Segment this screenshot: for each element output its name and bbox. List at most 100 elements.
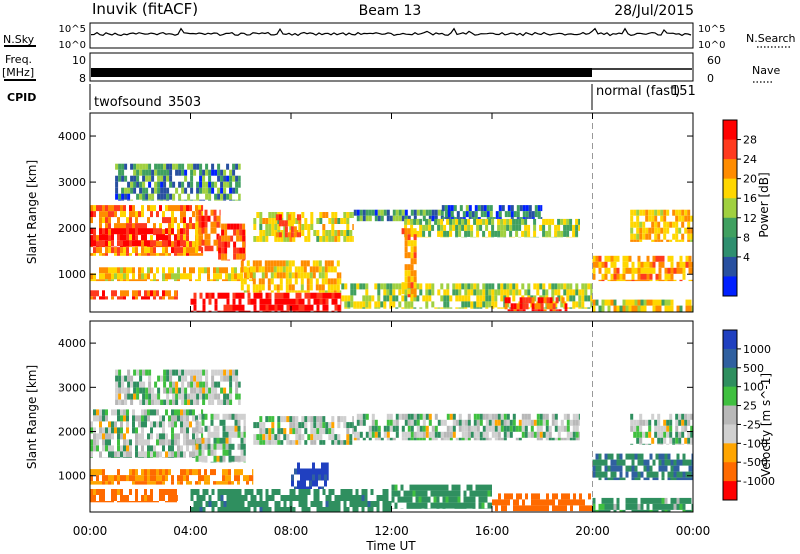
velocity-cell	[482, 431, 486, 438]
power-cell	[631, 267, 635, 274]
power-cell	[150, 253, 153, 256]
velocity-cell	[187, 381, 191, 388]
velocity-cell	[274, 440, 278, 445]
velocity-cell	[259, 434, 263, 441]
velocity-cell	[370, 489, 374, 495]
velocity-cell	[376, 495, 380, 501]
velocity-cell	[448, 496, 452, 503]
power-cell	[598, 255, 602, 262]
power-cell	[99, 296, 102, 300]
velocity-cell	[162, 415, 165, 422]
velocity-cell	[268, 416, 272, 423]
power-cell	[572, 301, 576, 308]
velocity-cell	[195, 443, 199, 450]
power-cell	[646, 255, 650, 262]
power-cell	[368, 307, 372, 309]
velocity-cell	[148, 399, 152, 405]
power-cell	[102, 217, 105, 224]
velocity-cell	[625, 465, 629, 472]
power-cell	[141, 267, 144, 274]
power-cell	[177, 290, 178, 297]
power-cell	[545, 230, 549, 237]
power-cell	[321, 278, 325, 285]
velocity-cell	[684, 413, 688, 420]
power-cell	[316, 310, 320, 312]
velocity-cell	[231, 443, 235, 450]
power-cell	[542, 283, 546, 290]
power-cell	[105, 205, 108, 212]
power-cell	[129, 211, 132, 218]
power-cell	[141, 253, 144, 256]
power-cell	[222, 279, 225, 282]
power-cell	[349, 212, 353, 218]
velocity-cell	[422, 413, 426, 420]
power-cell	[249, 279, 252, 282]
power-cell	[663, 215, 667, 222]
power-cell	[171, 247, 174, 254]
power-cell	[598, 267, 602, 274]
power-cell	[395, 295, 399, 302]
power-cell	[201, 215, 205, 222]
velocity-cell	[595, 471, 599, 478]
velocity-cell	[451, 502, 455, 509]
power-cell	[533, 230, 537, 237]
power-cell	[437, 289, 441, 296]
power-cell	[247, 292, 251, 299]
power-cell	[256, 212, 260, 218]
power-cell	[114, 290, 117, 297]
power-cell	[190, 310, 194, 312]
velocity-cell	[663, 419, 667, 426]
power-cell	[362, 301, 366, 308]
power-cell	[144, 290, 147, 297]
power-cell	[189, 205, 192, 212]
velocity-cell	[458, 419, 462, 426]
velocity-cell	[138, 415, 141, 422]
power-cell	[124, 187, 128, 194]
velocity-cell	[198, 455, 202, 462]
velocity-cell	[118, 381, 122, 388]
velocity-cell	[121, 399, 125, 405]
power-cell	[566, 224, 570, 231]
power-cell	[287, 232, 291, 238]
velocity-cell	[310, 434, 314, 441]
power-cell	[353, 301, 357, 308]
power-cell	[482, 301, 486, 308]
velocity-cell	[449, 413, 453, 420]
velocity-cell	[237, 481, 240, 485]
power-cell	[207, 273, 210, 280]
velocity-cell	[192, 469, 195, 476]
velocity-cell	[123, 451, 126, 458]
velocity-cell	[105, 433, 108, 440]
velocity-cell	[117, 427, 120, 434]
velocity-cell	[307, 434, 311, 441]
velocity-cell	[90, 451, 93, 458]
velocity-cell	[557, 425, 561, 432]
velocity-cell	[190, 507, 194, 512]
velocity-cell	[448, 490, 452, 497]
velocity-cell	[171, 415, 174, 422]
velocity-cell	[310, 428, 314, 435]
power-cell	[298, 224, 302, 230]
power-cell	[404, 215, 408, 222]
power-cell	[500, 295, 504, 302]
power-cell	[195, 229, 198, 236]
power-cell	[566, 289, 570, 296]
velocity-cell	[183, 469, 186, 476]
power-cell	[121, 187, 125, 194]
power-cell	[604, 273, 608, 280]
power-cell	[645, 227, 649, 234]
power-cell	[380, 301, 384, 308]
power-cell	[328, 230, 332, 236]
velocity-cell	[413, 431, 417, 438]
power-cell	[225, 273, 228, 280]
velocity-cell	[108, 439, 111, 446]
velocity-cell	[316, 507, 320, 512]
velocity-cell	[445, 502, 449, 509]
power-cell	[166, 187, 170, 194]
power-cell	[213, 239, 217, 246]
velocity-cell	[676, 453, 680, 460]
power-cell	[181, 187, 185, 194]
velocity-cell	[349, 501, 353, 507]
velocity-cell	[199, 369, 203, 376]
velocity-cell	[625, 497, 629, 504]
